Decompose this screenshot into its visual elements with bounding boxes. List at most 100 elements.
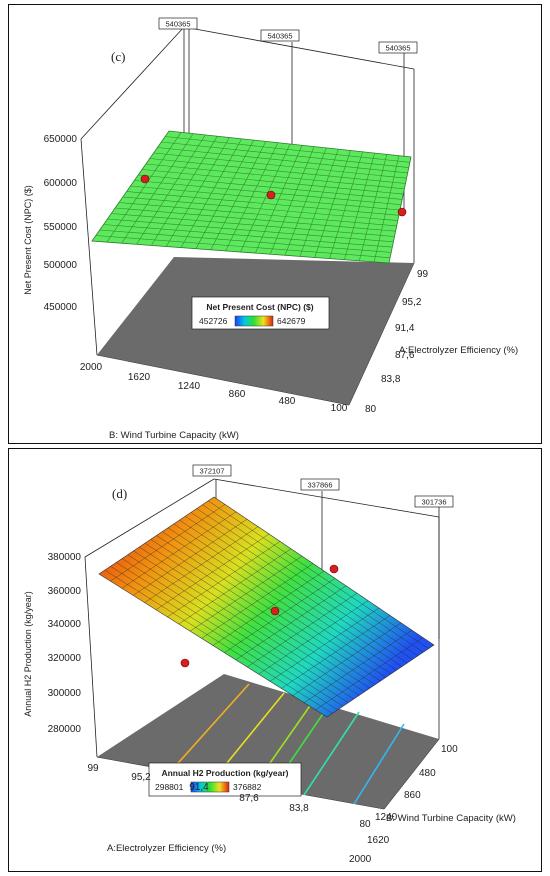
a-axis-title: A:Electrolyzer Efficiency (%) [399, 345, 518, 356]
surface-grid-line [133, 550, 360, 696]
surface-grid-line [116, 562, 344, 707]
floor-contour [303, 711, 360, 796]
legend-max: 376882 [233, 782, 262, 792]
legend-max: 642679 [277, 316, 306, 326]
surface-grid-line [167, 527, 392, 675]
chart-d-b-ticks: 100 480 860 1240 1620 2000 [349, 744, 458, 865]
a-tick-label: 87,6 [239, 793, 259, 804]
design-point [329, 564, 339, 574]
point-label: 540365 [267, 32, 292, 41]
z-tick-label: 500000 [44, 260, 78, 271]
box-edge [213, 478, 440, 518]
panel-label-c: (c) [111, 49, 125, 64]
a-tick-label: 95,2 [131, 772, 151, 783]
a-tick-label: 87,6 [395, 350, 415, 361]
box-edge [80, 26, 185, 140]
design-point [180, 658, 190, 668]
b-tick-label: 2000 [80, 362, 103, 373]
surface-grid-line [165, 136, 410, 163]
point-label-box [414, 495, 454, 508]
a-tick-label: 91,4 [395, 323, 415, 334]
legend-colorbar [234, 315, 274, 327]
b-tick-label: 100 [441, 744, 458, 755]
surface-grid-line [150, 539, 376, 685]
chart-c-points [140, 174, 407, 217]
chart-d-floor [97, 674, 439, 809]
surface-grid-line [179, 519, 403, 667]
chart-d-a-ticks: 99 95,2 91,4 87,6 83,8 80 [87, 763, 371, 830]
surface-grid-line [104, 569, 333, 714]
panel-label-d: (d) [112, 486, 127, 501]
chart-c-z-ticks: 650000 600000 550000 500000 450000 [44, 134, 78, 313]
chart-d-points [180, 564, 339, 668]
point-label: 301736 [421, 498, 446, 507]
chart-d-surface-grid [104, 500, 429, 714]
b-axis-title: B: Wind Turbine Capacity (kW) [109, 430, 239, 441]
a-tick-label: 80 [359, 819, 371, 830]
a-tick-label: 83,8 [289, 803, 309, 814]
chart-c-a-ticks: 80 83,8 87,6 91,4 95,2 99 [365, 269, 429, 415]
b-tick-label: 860 [404, 790, 421, 801]
point-label-box [260, 29, 300, 42]
chart-c-svg: 540365 540365 540365 (c) 650000 600000 5… [23, 17, 518, 441]
z-tick-label: 550000 [44, 222, 78, 233]
box-edge [84, 556, 98, 758]
a-tick-label: 95,2 [402, 297, 422, 308]
z-tick-label: 600000 [44, 178, 78, 189]
b-tick-label: 1240 [375, 812, 398, 823]
surface-grid-line [138, 174, 403, 200]
legend-min: 298801 [155, 782, 184, 792]
point-label-box [300, 478, 340, 491]
surface-grid-line [185, 516, 408, 664]
z-tick-label: 380000 [48, 552, 82, 563]
surface-grid-line [142, 169, 404, 195]
legend-box [148, 762, 302, 797]
chart-c-floor [97, 257, 414, 405]
b-tick-label: 1620 [367, 835, 390, 846]
a-axis-title: A:Electrolyzer Efficiency (%) [107, 843, 226, 854]
a-tick-label: 99 [87, 763, 99, 774]
z-tick-label: 320000 [48, 653, 82, 664]
b-tick-label: 100 [331, 403, 348, 414]
surface-grid-line [130, 185, 401, 211]
surface-grid-line [118, 202, 397, 227]
surface-grid-line [122, 196, 398, 221]
legend-title: Net Present Cost (NPC) ($) [206, 302, 313, 312]
box-edge [80, 138, 98, 356]
surface-grid-line [107, 218, 394, 243]
design-point [397, 207, 407, 217]
z-tick-label: 360000 [48, 586, 82, 597]
z-axis-title: Annual H2 Production (kg/year) [23, 591, 33, 717]
surface-grid-line [153, 152, 407, 179]
a-tick-label: 80 [365, 404, 377, 415]
box-edge [183, 26, 415, 70]
z-tick-label: 650000 [44, 134, 78, 145]
chart-d-svg: 372107 337866 301736 (d) 380000 360000 3… [23, 464, 516, 865]
a-tick-label: 99 [417, 269, 429, 280]
point-label-box [192, 464, 232, 477]
surface-grid-line [173, 523, 397, 671]
surface-grid-line [121, 558, 349, 703]
surface-grid-line [190, 512, 413, 660]
surface-grid-line [162, 531, 386, 678]
surface-grid-line [157, 147, 408, 174]
a-tick-label: 83,8 [381, 374, 401, 385]
surface-grid-line [127, 554, 354, 700]
surface-grid-line [111, 213, 395, 237]
z-tick-label: 450000 [44, 302, 78, 313]
point-label: 540365 [385, 44, 410, 53]
chart-panel-c: 540365 540365 540365 (c) 650000 600000 5… [8, 4, 542, 444]
surface-grid-line [202, 504, 424, 653]
z-tick-label: 280000 [48, 724, 82, 735]
chart-panel-d: 372107 337866 301736 (d) 380000 360000 3… [8, 448, 542, 872]
chart-d-legend: Annual H2 Production (kg/year) 298801 37… [148, 762, 302, 797]
b-tick-label: 2000 [349, 854, 372, 865]
chart-c-point-labels: 540365 540365 540365 [158, 17, 418, 54]
b-tick-label: 1620 [128, 372, 151, 383]
point-label-box [158, 17, 198, 30]
surface-grid-line [161, 141, 409, 168]
floor-contour [353, 723, 405, 805]
chart-c-surface-grid [95, 132, 410, 262]
design-point [270, 606, 280, 616]
surface-grid-line [110, 566, 338, 711]
